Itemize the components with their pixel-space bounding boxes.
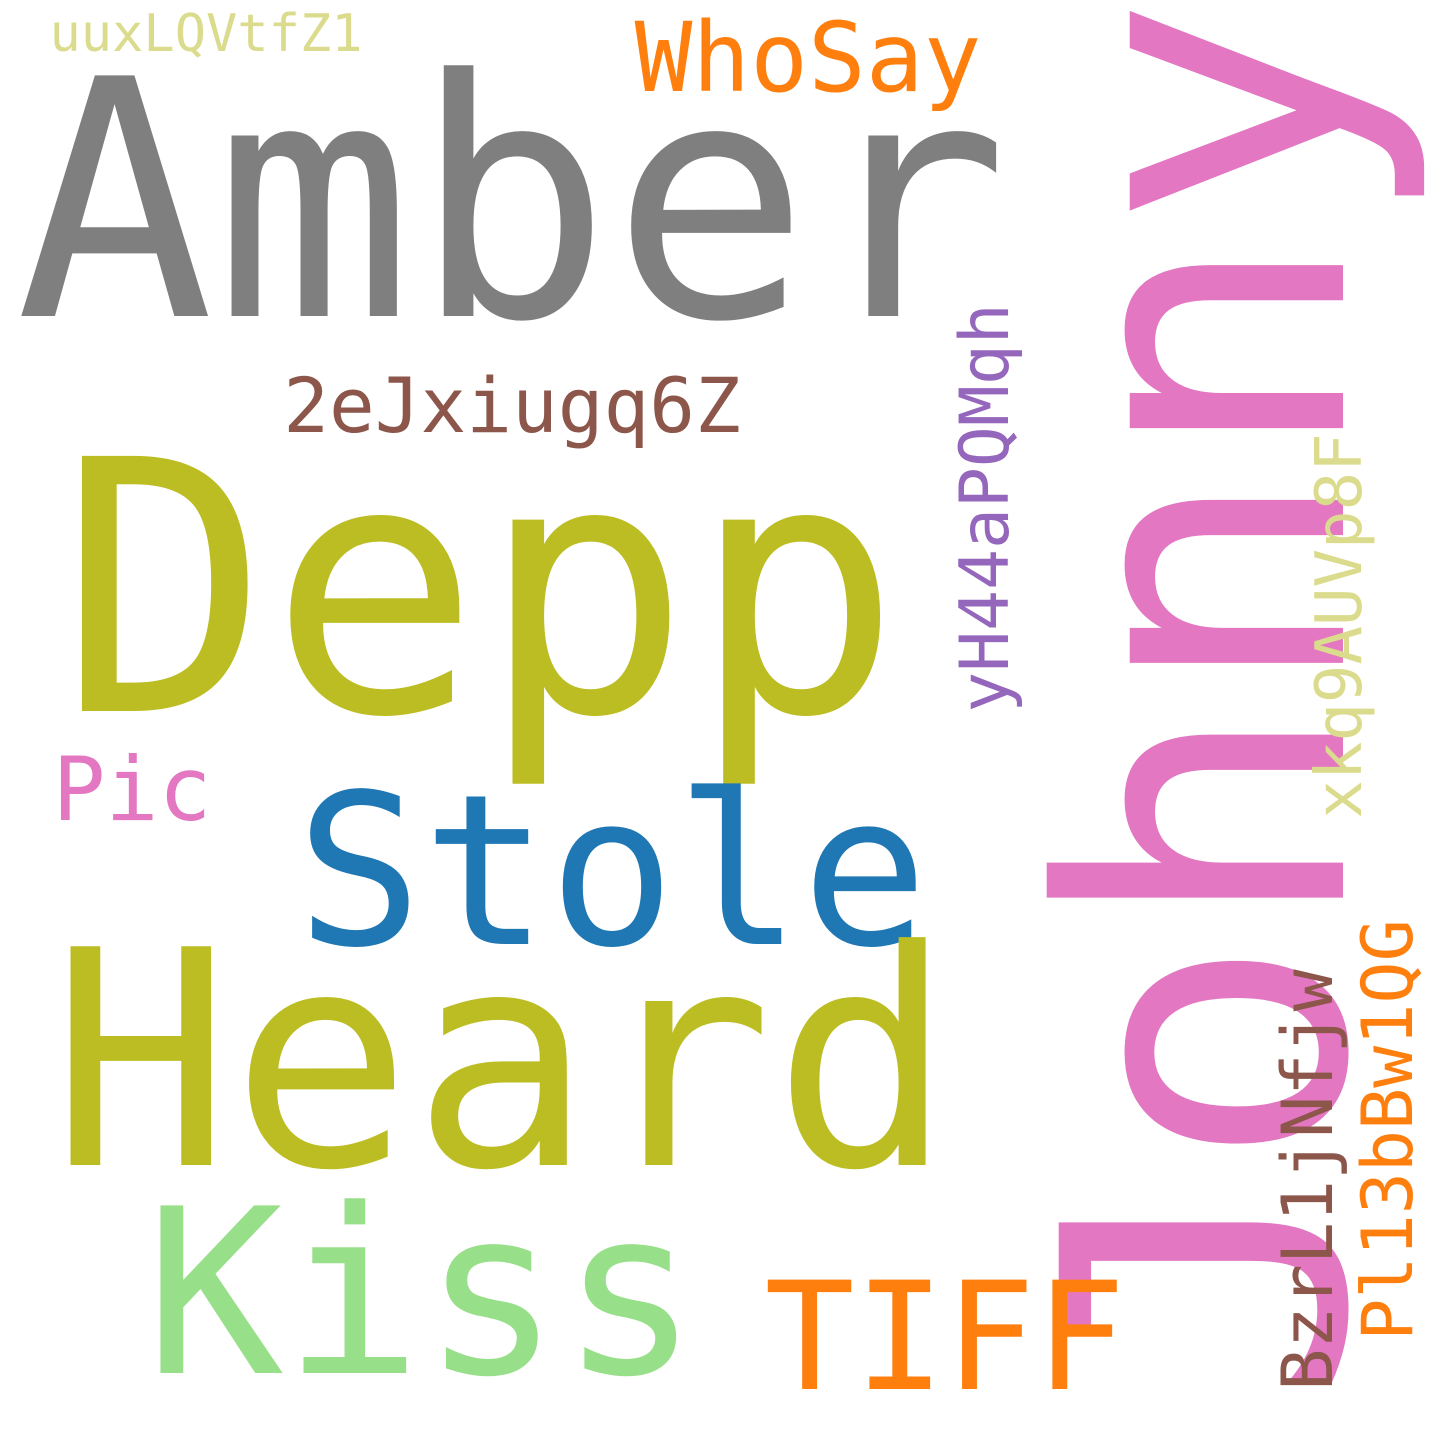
word-kiss: Kiss: [145, 1161, 699, 1428]
word-bzrl1jnfjw: BzrL1jNfjw: [1267, 969, 1349, 1391]
word-depp: Depp: [58, 386, 902, 794]
word-heard: Heard: [50, 887, 954, 1236]
word-tiff: TIFF: [764, 1251, 1126, 1425]
word-2ejxiugq6z: 2eJxiugq6Z: [283, 361, 741, 450]
word-pic: Pic: [52, 738, 212, 841]
word-xkq9auvp8f: xkq9AUVp8F: [1303, 433, 1377, 819]
word-pl13bbw1qg: Pl13bBw1QG: [1347, 919, 1429, 1341]
word-uuxlqvtfz1: uuxLQVtfZ1: [49, 4, 363, 64]
word-stole: Stole: [295, 749, 929, 994]
word-yh44apqmqh: yH44aPQMqh: [946, 303, 1025, 713]
word-whosay: WhoSay: [634, 2, 982, 114]
word-amber: Amber: [15, 10, 1009, 394]
